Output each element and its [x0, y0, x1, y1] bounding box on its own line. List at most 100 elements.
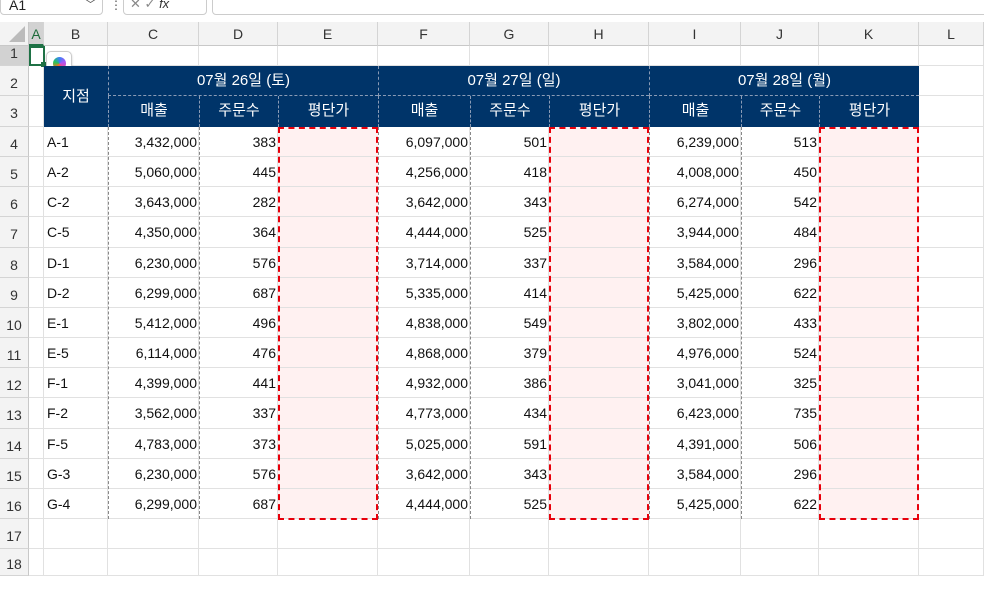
orders-cell[interactable]: 484: [793, 224, 817, 240]
orders-cell[interactable]: 476: [252, 345, 276, 361]
sales-cell[interactable]: 4,391,000: [676, 436, 739, 452]
sales-cell[interactable]: 6,230,000: [134, 255, 197, 271]
row-header-1[interactable]: 1: [0, 46, 29, 66]
chevron-down-icon[interactable]: ﹀: [85, 0, 96, 11]
avg-price-cell[interactable]: [278, 308, 378, 337]
sales-cell[interactable]: 6,239,000: [676, 134, 739, 150]
orders-cell[interactable]: 434: [523, 405, 547, 421]
sales-cell[interactable]: 4,444,000: [405, 224, 468, 240]
orders-cell[interactable]: 622: [793, 285, 817, 301]
orders-cell[interactable]: 441: [252, 375, 276, 391]
orders-cell[interactable]: 524: [793, 345, 817, 361]
avg-price-cell[interactable]: [278, 187, 378, 216]
sales-cell[interactable]: 4,444,000: [405, 496, 468, 512]
sales-cell[interactable]: 6,230,000: [134, 466, 197, 482]
sales-cell[interactable]: 4,008,000: [676, 164, 739, 180]
branch-cell[interactable]: A-1: [47, 134, 69, 150]
avg-price-cell[interactable]: [819, 338, 919, 367]
orders-cell[interactable]: 549: [523, 315, 547, 331]
avg-price-cell[interactable]: [819, 127, 919, 156]
row-header-14[interactable]: 14: [0, 429, 29, 459]
row-header-8[interactable]: 8: [0, 248, 29, 278]
row-header-13[interactable]: 13: [0, 398, 29, 429]
branch-cell[interactable]: F-5: [47, 436, 68, 452]
avg-price-cell[interactable]: [819, 489, 919, 518]
sales-cell[interactable]: 5,335,000: [405, 285, 468, 301]
sales-cell[interactable]: 6,114,000: [135, 345, 197, 361]
fill-handle[interactable]: [41, 62, 46, 67]
sales-cell[interactable]: 5,425,000: [676, 285, 739, 301]
sales-cell[interactable]: 6,274,000: [676, 194, 739, 210]
sales-cell[interactable]: 6,299,000: [134, 285, 197, 301]
sales-cell[interactable]: 6,299,000: [134, 496, 197, 512]
sales-cell[interactable]: 4,838,000: [405, 315, 468, 331]
orders-cell[interactable]: 343: [523, 194, 547, 210]
sales-cell[interactable]: 4,783,000: [134, 436, 197, 452]
sales-cell[interactable]: 4,256,000: [405, 164, 468, 180]
sales-cell[interactable]: 5,025,000: [405, 436, 468, 452]
avg-price-cell[interactable]: [819, 368, 919, 397]
branch-cell[interactable]: D-1: [47, 255, 70, 271]
avg-price-cell[interactable]: [278, 157, 378, 186]
row-header-15[interactable]: 15: [0, 459, 29, 489]
avg-price-cell[interactable]: [278, 459, 378, 488]
avg-price-cell[interactable]: [278, 278, 378, 307]
orders-cell[interactable]: 296: [793, 255, 817, 271]
branch-cell[interactable]: E-5: [47, 345, 69, 361]
sales-cell[interactable]: 5,412,000: [134, 315, 197, 331]
row-header-11[interactable]: 11: [0, 338, 29, 368]
orders-cell[interactable]: 687: [252, 285, 276, 301]
row-header-7[interactable]: 7: [0, 217, 29, 248]
sales-cell[interactable]: 4,773,000: [405, 405, 468, 421]
row-header-18[interactable]: 18: [0, 549, 29, 576]
sales-cell[interactable]: 3,642,000: [405, 194, 468, 210]
orders-cell[interactable]: 525: [523, 496, 547, 512]
avg-price-cell[interactable]: [278, 248, 378, 277]
avg-price-cell[interactable]: [278, 127, 378, 156]
orders-cell[interactable]: 501: [523, 134, 547, 150]
column-header-D[interactable]: D: [199, 22, 278, 46]
row-header-12[interactable]: 12: [0, 368, 29, 398]
avg-price-cell[interactable]: [278, 217, 378, 247]
avg-price-cell[interactable]: [819, 429, 919, 458]
sales-cell[interactable]: 4,399,000: [134, 375, 197, 391]
row-header-5[interactable]: 5: [0, 157, 29, 187]
avg-price-cell[interactable]: [819, 459, 919, 488]
orders-cell[interactable]: 379: [523, 345, 547, 361]
sales-cell[interactable]: 3,562,000: [134, 405, 197, 421]
avg-price-cell[interactable]: [278, 398, 378, 428]
sales-cell[interactable]: 5,425,000: [676, 496, 739, 512]
column-header-E[interactable]: E: [278, 22, 378, 46]
sales-cell[interactable]: 3,944,000: [676, 224, 739, 240]
avg-price-cell[interactable]: [549, 248, 649, 277]
column-header-A[interactable]: A: [29, 22, 44, 46]
orders-cell[interactable]: 687: [252, 496, 276, 512]
branch-cell[interactable]: F-2: [47, 405, 68, 421]
column-header-H[interactable]: H: [549, 22, 649, 46]
sales-cell[interactable]: 3,584,000: [676, 466, 739, 482]
select-all-button[interactable]: [0, 22, 29, 46]
avg-price-cell[interactable]: [549, 187, 649, 216]
branch-cell[interactable]: C-5: [47, 224, 70, 240]
orders-cell[interactable]: 576: [252, 255, 276, 271]
orders-cell[interactable]: 525: [523, 224, 547, 240]
sales-cell[interactable]: 4,932,000: [405, 375, 468, 391]
orders-cell[interactable]: 364: [252, 224, 276, 240]
avg-price-cell[interactable]: [278, 489, 378, 518]
name-box[interactable]: A1 ﹀: [0, 0, 103, 15]
branch-cell[interactable]: E-1: [47, 315, 69, 331]
avg-price-cell[interactable]: [549, 308, 649, 337]
sales-cell[interactable]: 4,350,000: [134, 224, 197, 240]
avg-price-cell[interactable]: [549, 489, 649, 518]
orders-cell[interactable]: 373: [252, 436, 276, 452]
orders-cell[interactable]: 383: [252, 134, 276, 150]
sales-cell[interactable]: 4,976,000: [676, 345, 739, 361]
sales-cell[interactable]: 3,584,000: [676, 255, 739, 271]
fx-icon[interactable]: fx: [159, 0, 170, 11]
column-header-G[interactable]: G: [470, 22, 549, 46]
avg-price-cell[interactable]: [819, 278, 919, 307]
row-header-2[interactable]: 2: [0, 66, 29, 96]
sales-cell[interactable]: 3,802,000: [676, 315, 739, 331]
row-header-9[interactable]: 9: [0, 278, 29, 308]
avg-price-cell[interactable]: [549, 278, 649, 307]
